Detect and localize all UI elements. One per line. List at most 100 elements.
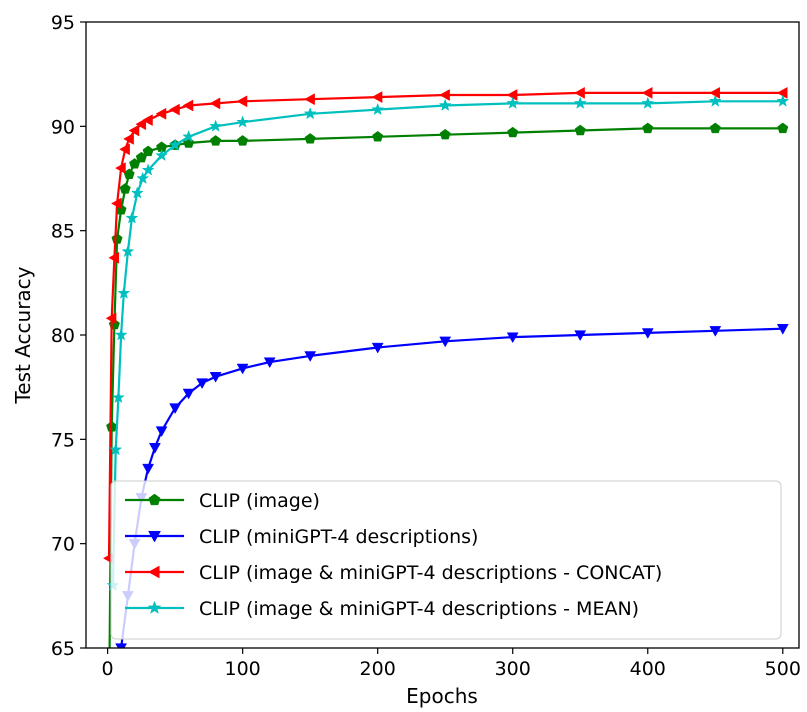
data-point: [169, 403, 182, 415]
data-point: [169, 103, 180, 116]
data-point: [506, 96, 520, 109]
series-4: [106, 94, 790, 591]
data-point: [776, 94, 790, 107]
data-point: [439, 89, 450, 101]
legend-box: [110, 480, 782, 640]
data-point: [182, 388, 195, 400]
data-point: [168, 138, 182, 151]
data-point: [141, 163, 155, 176]
legend-label: CLIP (miniGPT-4 descriptions): [199, 526, 478, 548]
data-point: [155, 148, 169, 162]
data-point: [236, 115, 250, 128]
data-point: [237, 135, 249, 146]
data-point: [777, 122, 789, 134]
y-tick-label: 65: [51, 638, 75, 660]
data-point: [574, 86, 585, 99]
data-point: [119, 143, 130, 156]
data-point: [641, 86, 653, 99]
ticks-layer: 0 100 200 300 400 500 65 70 75 80 85 90 95: [51, 12, 801, 680]
data-point: [121, 244, 135, 258]
legend-marker: [147, 600, 162, 614]
y-tick-label: 95: [51, 12, 75, 34]
data-point: [115, 643, 128, 648]
data-point: [109, 442, 123, 456]
y-tick-label: 75: [51, 429, 75, 451]
data-point: [128, 124, 140, 137]
x-tick-label: 400: [630, 658, 666, 680]
data-point: [304, 133, 316, 144]
data-point: [303, 107, 317, 120]
data-point: [209, 97, 221, 110]
data-point: [372, 130, 384, 142]
data-point: [119, 183, 131, 194]
x-tick-label: 0: [102, 658, 114, 680]
data-point: [642, 122, 654, 134]
data-point: [371, 342, 384, 354]
data-point: [709, 326, 722, 337]
x-axis-label: Epochs: [406, 684, 478, 708]
legend-marker: [147, 565, 160, 579]
data-point: [573, 96, 587, 109]
legend-label: CLIP (image & miniGPT-4 descriptions - M…: [199, 598, 639, 620]
y-tick-label: 85: [51, 221, 75, 243]
data-point: [371, 91, 383, 104]
legend-label: CLIP (image & miniGPT-4 descriptions - C…: [199, 562, 662, 584]
data-point: [574, 124, 586, 136]
data-point: [210, 135, 222, 146]
data-point: [304, 93, 315, 106]
legend: CLIP (image) CLIP (miniGPT-4 descriptions…: [110, 480, 782, 640]
legend-marker: [148, 493, 161, 506]
data-point: [142, 114, 153, 127]
data-point: [371, 102, 385, 116]
data-point: [142, 463, 155, 475]
data-point: [709, 122, 721, 134]
data-point: [507, 126, 519, 138]
data-point: [438, 98, 452, 112]
x-tick-label: 200: [360, 658, 396, 680]
series-layer: [102, 86, 790, 648]
data-point: [135, 118, 147, 131]
y-tick-label: 70: [51, 534, 75, 556]
data-point: [236, 95, 248, 108]
data-point: [506, 332, 519, 344]
data-point: [112, 390, 125, 404]
x-tick-label: 300: [495, 658, 531, 680]
legend-label: CLIP (image): [199, 490, 320, 512]
data-point: [263, 357, 276, 369]
series-3: [102, 86, 788, 565]
data-point: [182, 99, 194, 112]
legend-marker: [148, 530, 161, 543]
data-point: [776, 324, 789, 335]
data-point: [439, 336, 452, 348]
data-point: [155, 426, 168, 438]
data-point: [209, 119, 223, 132]
data-point: [115, 162, 126, 175]
data-point: [108, 251, 120, 264]
data-point: [641, 96, 655, 109]
data-point: [209, 372, 222, 383]
data-point: [641, 328, 654, 339]
y-tick-label: 80: [51, 325, 75, 347]
data-point: [506, 89, 518, 101]
data-point: [111, 197, 122, 210]
data-point: [776, 86, 788, 99]
data-point: [574, 330, 587, 342]
x-tick-label: 100: [225, 658, 261, 680]
data-point: [117, 286, 131, 299]
data-point: [123, 132, 134, 145]
y-axis-label: Test Accuracy: [11, 266, 35, 404]
data-point: [304, 351, 317, 362]
data-point: [236, 363, 249, 375]
data-point: [708, 94, 722, 107]
data-point: [130, 186, 144, 199]
data-point: [142, 145, 154, 157]
data-point: [182, 129, 196, 143]
data-point: [114, 328, 128, 341]
y-tick-label: 90: [51, 116, 75, 138]
data-point: [196, 378, 209, 390]
data-point: [136, 171, 150, 185]
data-point: [105, 312, 117, 325]
data-point: [148, 443, 161, 454]
x-tick-label: 500: [765, 658, 801, 680]
